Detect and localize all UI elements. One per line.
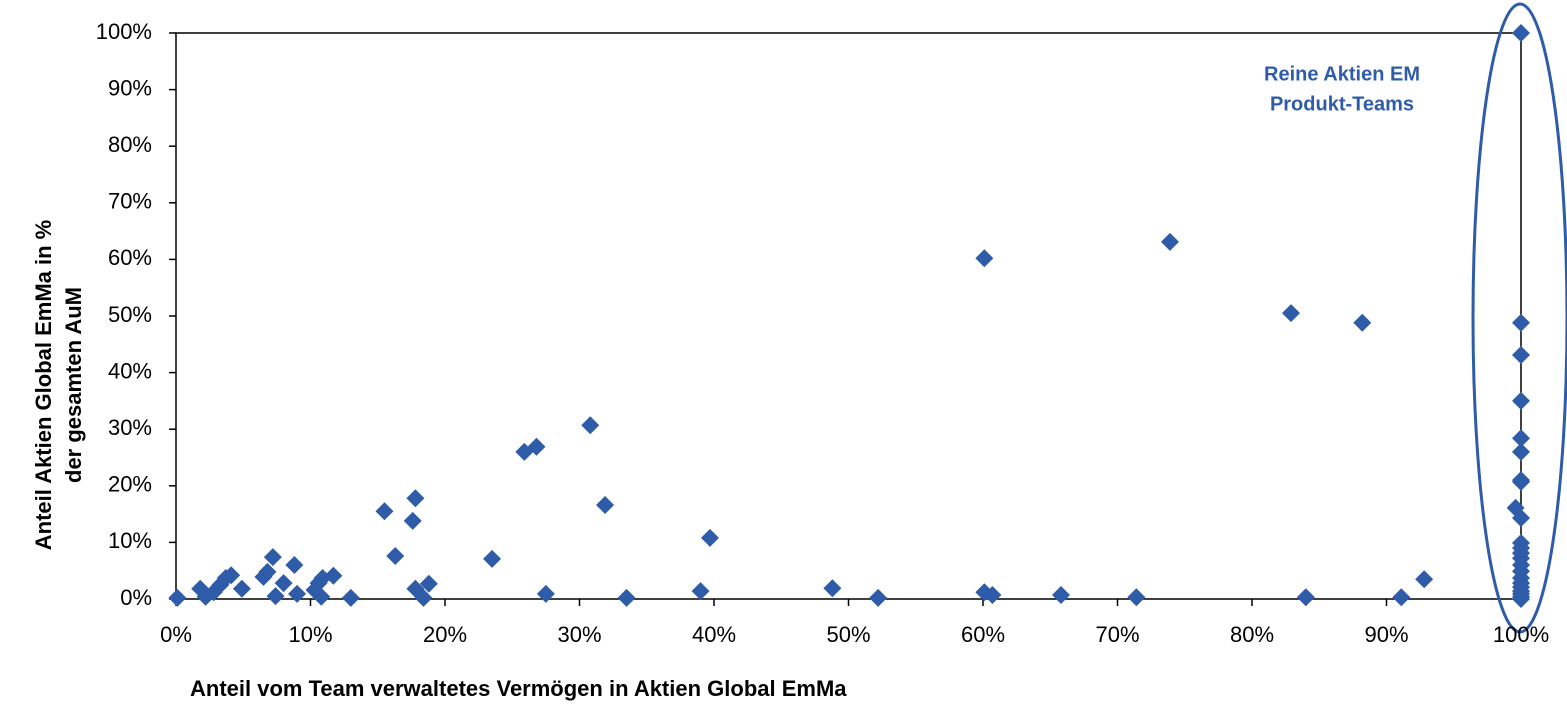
point [1160, 232, 1179, 251]
point [1296, 588, 1315, 607]
point [1392, 588, 1411, 607]
point [1512, 313, 1530, 332]
point [232, 579, 251, 598]
x-tick-label: 10% [288, 622, 332, 647]
y-tick-label: 60% [108, 245, 152, 270]
point [341, 588, 360, 607]
x-tick-label: 20% [423, 622, 467, 647]
point [691, 582, 710, 601]
point [869, 588, 888, 607]
point [1506, 498, 1525, 517]
x-tick-label: 80% [1230, 622, 1274, 647]
point [258, 562, 277, 581]
point [312, 587, 331, 606]
x-tick-label: 60% [961, 622, 1005, 647]
y-axis-label: Anteil Aktien Global EmMa in % [31, 220, 56, 550]
point [823, 579, 842, 598]
point [1353, 313, 1372, 332]
point [700, 528, 719, 547]
point [1512, 429, 1530, 448]
highlight-ellipse [1471, 2, 1567, 634]
y-tick-label: 40% [108, 358, 152, 383]
x-axis-label: Anteil vom Team verwaltetes Vermögen in … [190, 676, 847, 701]
point [266, 587, 285, 606]
x-tick-label: 30% [557, 622, 601, 647]
point [375, 502, 394, 521]
plot-frame [175, 32, 1522, 600]
point [1282, 304, 1301, 323]
y-tick-label: 90% [108, 75, 152, 100]
point [596, 496, 615, 515]
point [406, 489, 425, 508]
y-tick-label: 100% [96, 19, 152, 44]
y-tick-label: 0% [120, 585, 152, 610]
point [263, 548, 282, 567]
x-tick-label: 70% [1095, 622, 1139, 647]
x-tick-label: 50% [826, 622, 870, 647]
y-tick-label: 20% [108, 472, 152, 497]
point [1512, 442, 1530, 461]
y-tick-label: 50% [108, 302, 152, 327]
point [1512, 346, 1530, 365]
point [288, 584, 307, 603]
y-tick-label: 80% [108, 132, 152, 157]
point [1512, 472, 1530, 491]
point [581, 416, 600, 435]
point [168, 588, 187, 607]
point [1512, 24, 1530, 42]
point [222, 566, 241, 585]
point [324, 566, 343, 585]
x-tick-label: 90% [1364, 622, 1408, 647]
point [1512, 590, 1530, 608]
x-tick-label: 40% [692, 622, 736, 647]
point [483, 549, 502, 568]
point [1415, 570, 1434, 589]
point [386, 546, 405, 565]
point [536, 584, 555, 603]
point [285, 556, 304, 575]
point [1512, 509, 1530, 528]
point [527, 437, 546, 456]
y-tick-label: 70% [108, 189, 152, 214]
x-tick-label: 100% [1493, 622, 1549, 647]
point [1052, 586, 1071, 605]
point [274, 574, 293, 593]
point [414, 588, 433, 607]
point [983, 586, 1002, 605]
point [403, 511, 422, 530]
point [617, 588, 636, 607]
point [1512, 391, 1530, 410]
point [975, 249, 994, 268]
y-axis-label: der gesamten AuM [61, 287, 86, 483]
annotation: Produkt-Teams [1270, 93, 1414, 115]
y-tick-label: 10% [108, 528, 152, 553]
x-tick-label: 0% [160, 622, 192, 647]
point [419, 574, 438, 593]
y-tick-label: 30% [108, 415, 152, 440]
annotation: Reine Aktien EM [1264, 63, 1420, 85]
point [1127, 588, 1146, 607]
